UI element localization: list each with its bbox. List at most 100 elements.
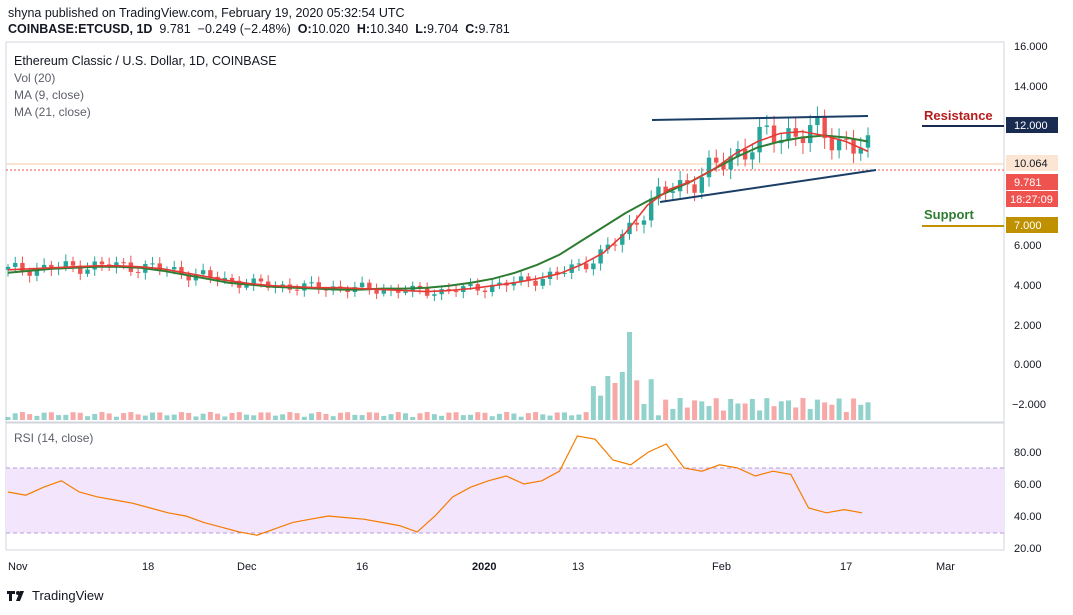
candle-body xyxy=(757,126,762,153)
volume-bar xyxy=(345,412,351,420)
candle-body xyxy=(135,271,141,273)
price-tick: 2.000 xyxy=(1014,320,1042,332)
time-tick: Feb xyxy=(712,561,731,573)
candle-body xyxy=(800,136,806,144)
volume-bar xyxy=(63,414,69,420)
candle-body xyxy=(367,282,372,289)
candle-body xyxy=(316,282,321,290)
volume-bar xyxy=(439,415,445,420)
candle-body xyxy=(555,271,560,274)
volume-bar xyxy=(381,415,387,420)
volume-bar xyxy=(48,412,54,420)
volume-bar xyxy=(424,412,430,420)
candle-body xyxy=(482,290,488,293)
volume-bar xyxy=(272,415,278,420)
candle-body xyxy=(99,261,105,265)
candle-body xyxy=(533,280,538,286)
volume-bar xyxy=(229,412,235,420)
volume-bar xyxy=(34,415,40,420)
candle-body xyxy=(807,125,813,144)
last-price-badge xyxy=(1006,174,1058,190)
volume-bar xyxy=(388,414,394,420)
candle-body xyxy=(511,281,517,286)
candle-body xyxy=(576,263,582,265)
resistance-label: Resistance xyxy=(924,108,993,123)
ma21-legend: MA (21, close) xyxy=(14,105,91,119)
volume-bar xyxy=(489,416,495,420)
rsi-band xyxy=(6,468,1004,533)
volume-bar xyxy=(453,412,459,420)
volume-bar xyxy=(222,416,228,420)
candle-body xyxy=(815,116,820,126)
candle-body xyxy=(786,128,791,141)
chart-canvas[interactable]: Resistance Support 16.000 14.000 6.000 4… xyxy=(0,40,1073,580)
countdown-badge xyxy=(1006,191,1058,207)
volume-bar xyxy=(92,413,98,420)
low-label: L: xyxy=(415,22,428,36)
candle-body xyxy=(851,139,856,154)
candle-body xyxy=(822,116,827,139)
candle-body xyxy=(208,270,213,277)
candle-body xyxy=(381,290,386,294)
volume-bar xyxy=(735,403,741,420)
volume-bar xyxy=(569,415,575,420)
support-label: Support xyxy=(924,207,974,222)
rsi-tick: 20.00 xyxy=(1014,543,1042,555)
volume-bar xyxy=(215,413,221,420)
candle-body xyxy=(742,149,748,160)
volume-bar xyxy=(692,400,698,420)
tradingview-footer[interactable]: TradingView xyxy=(6,588,104,603)
candle-body xyxy=(721,162,726,170)
candle-body xyxy=(432,294,437,296)
close: 9.781 xyxy=(478,22,510,36)
volume-bar xyxy=(576,414,582,420)
volume-bar xyxy=(301,416,307,420)
rsi-tick: 60.00 xyxy=(1014,479,1042,491)
volume-bar xyxy=(323,413,329,420)
candle-body xyxy=(714,157,719,163)
price-axis[interactable]: 16.000 14.000 6.000 4.000 2.000 0.000 −2… xyxy=(1012,41,1048,411)
volume-bar xyxy=(525,413,531,420)
volume-bar xyxy=(858,404,864,420)
open: 10.020 xyxy=(311,22,350,36)
candle-body xyxy=(497,282,502,285)
volume-bar xyxy=(612,383,618,420)
volume-bar xyxy=(316,412,322,420)
candle-body xyxy=(41,264,47,269)
candle-body xyxy=(34,268,40,276)
volume-bar xyxy=(518,416,524,420)
volume-bar xyxy=(670,408,676,420)
candle-body xyxy=(200,270,206,275)
volume-bar xyxy=(27,414,33,420)
volume-bar xyxy=(366,412,372,420)
rsi-axis[interactable]: 80.00 60.00 40.00 20.00 xyxy=(1014,447,1042,555)
volume-bar xyxy=(764,398,770,420)
symbol: COINBASE:ETCUSD, 1D xyxy=(8,22,153,36)
candle-body xyxy=(157,263,162,271)
volume-bar xyxy=(496,413,502,420)
volume-bar xyxy=(236,412,242,420)
volume-bar xyxy=(648,379,654,420)
candle-body xyxy=(85,269,90,274)
volume-bar xyxy=(699,401,705,420)
time-axis[interactable]: Nov 18 Dec 16 2020 13 Feb 17 Mar xyxy=(8,561,955,573)
last-price: 9.781 xyxy=(159,22,191,36)
volume-bar xyxy=(706,406,712,420)
chart-title: Ethereum Classic / U.S. Dollar, 1D, COIN… xyxy=(14,54,277,68)
candle-body xyxy=(598,249,603,264)
volume-bar xyxy=(41,412,47,420)
candle-body xyxy=(670,191,676,193)
volume-bar xyxy=(186,412,192,420)
volume-bar xyxy=(655,415,661,420)
symbol-ohlc: COINBASE:ETCUSD, 1D 9.781 −0.249 (−2.48%… xyxy=(8,22,510,36)
volume-bar xyxy=(207,412,213,420)
volume-bar xyxy=(663,399,669,420)
vol-legend: Vol (20) xyxy=(14,71,56,85)
brand-name: TradingView xyxy=(32,588,104,603)
volume-bar xyxy=(814,399,820,420)
price-pane[interactable] xyxy=(5,41,1005,423)
volume-bar xyxy=(431,414,437,420)
candle-body xyxy=(229,277,235,281)
volume-bar xyxy=(106,413,112,420)
volume-bar xyxy=(337,412,343,420)
